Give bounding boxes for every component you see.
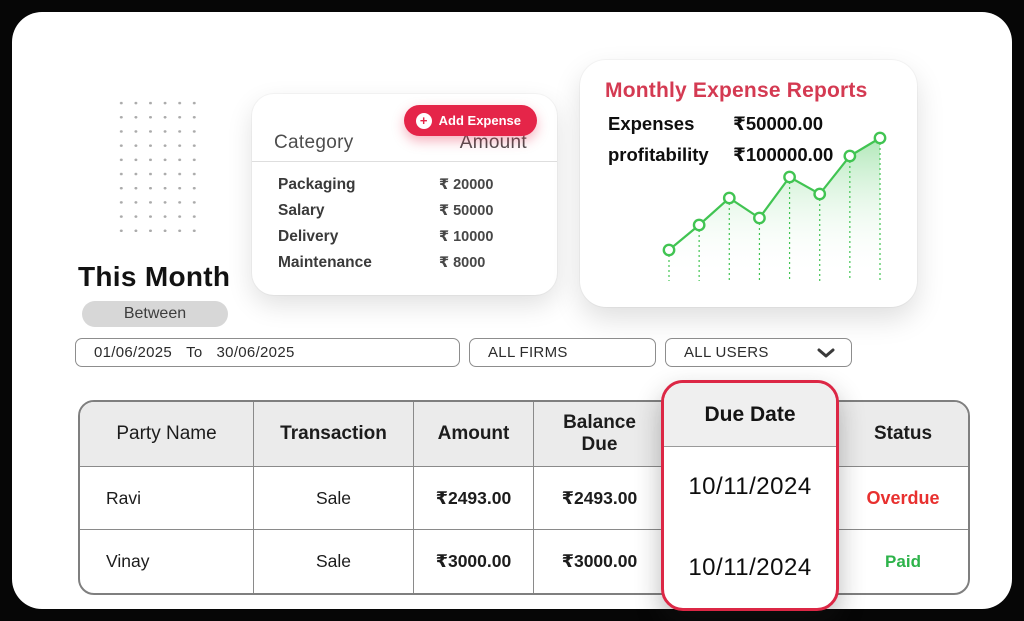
col-header-balance-due: Balance Due: [534, 402, 666, 467]
report-title: Monthly Expense Reports: [605, 79, 868, 102]
profit-line-chart: [662, 131, 887, 281]
stat-value: ₹50000.00: [733, 113, 824, 134]
col-header-status: Status: [838, 402, 968, 467]
category-column-header: Category: [274, 132, 354, 153]
status-badge: Paid: [885, 551, 921, 571]
table-cell-due-date: 10/11/2024: [688, 473, 812, 501]
all-users-label: ALL USERS: [684, 344, 769, 361]
expense-card: + Add Expense Category Amount Packaging …: [252, 94, 557, 295]
dashboard-canvas: + Add Expense Category Amount Packaging …: [12, 12, 1012, 611]
profitability-stat: profitability ₹100000.00: [608, 144, 833, 166]
table-cell-balance: ₹3000.00: [534, 530, 666, 593]
stat-label: profitability: [608, 144, 709, 165]
expense-item: Salary ₹ 50000: [278, 198, 517, 224]
expense-category: Delivery: [278, 228, 339, 245]
date-to: 30/06/2025: [216, 344, 295, 361]
table-cell-transaction: Sale: [254, 467, 414, 530]
table-cell-amount: ₹2493.00: [414, 467, 534, 530]
table-cell-transaction: Sale: [254, 530, 414, 593]
table-cell-amount: ₹3000.00: [414, 530, 534, 593]
due-date-highlight-card: Due Date 10/11/2024 10/11/2024: [661, 380, 839, 611]
date-range-input[interactable]: 01/06/2025 To 30/06/2025: [75, 338, 460, 367]
col-header-party-name: Party Name: [80, 402, 254, 467]
all-firms-filter[interactable]: ALL FIRMS: [469, 338, 656, 367]
expense-category: Maintenance: [278, 254, 372, 271]
plus-icon: +: [415, 112, 432, 129]
date-from: 01/06/2025: [94, 344, 173, 361]
expense-item: Delivery ₹ 10000: [278, 224, 517, 250]
add-expense-label: Add Expense: [438, 113, 521, 128]
col-header-due-date: Due Date: [664, 383, 836, 447]
table-cell-party: Ravi: [80, 467, 254, 530]
col-header-amount: Amount: [414, 402, 534, 467]
page-title: This Month: [78, 261, 231, 292]
stat-label: Expenses: [608, 113, 695, 134]
expense-category: Salary: [278, 202, 325, 219]
expense-amount: ₹ 50000: [439, 203, 494, 219]
expense-amount: ₹ 8000: [439, 255, 486, 271]
dots-decoration: [114, 96, 202, 236]
add-expense-button[interactable]: + Add Expense: [403, 105, 537, 136]
divider: [252, 161, 557, 162]
all-firms-label: ALL FIRMS: [488, 344, 568, 361]
expense-item: Maintenance ₹ 8000: [278, 250, 517, 276]
between-badge[interactable]: Between: [82, 301, 228, 327]
expense-amount: ₹ 10000: [439, 229, 494, 245]
col-header-transaction: Transaction: [254, 402, 414, 467]
chevron-down-icon: [817, 348, 835, 357]
table-cell-party: Vinay: [80, 530, 254, 593]
expense-item: Packaging ₹ 20000: [278, 172, 517, 198]
monthly-report-card: Monthly Expense Reports Expenses ₹50000.…: [580, 60, 917, 307]
all-users-dropdown[interactable]: ALL USERS: [665, 338, 852, 367]
status-badge: Overdue: [838, 467, 968, 530]
table-cell-balance: ₹2493.00: [534, 467, 666, 530]
date-separator: To: [186, 344, 203, 361]
expense-amount: ₹ 20000: [439, 177, 494, 193]
expenses-stat: Expenses ₹50000.00: [608, 113, 823, 135]
stat-value: ₹100000.00: [733, 144, 834, 165]
expense-category: Packaging: [278, 176, 356, 193]
amount-column-header: Amount: [459, 132, 527, 153]
table-cell-due-date: 10/11/2024: [688, 553, 812, 581]
profit-chart-wrap: [656, 126, 896, 291]
